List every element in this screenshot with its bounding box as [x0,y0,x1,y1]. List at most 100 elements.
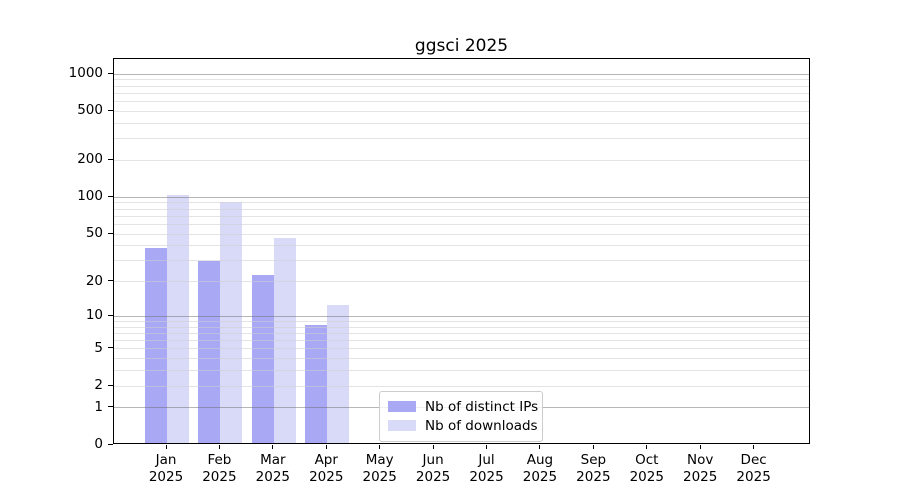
x-axis-year: 2025 [469,469,504,485]
gridline-major [114,73,809,75]
gridline-minor [114,320,809,322]
x-axis-month: May [365,452,394,468]
x-axis-tick-label: Jul 2025 [455,452,519,486]
y-axis-tick-label: 50 [85,225,103,242]
legend-swatch-distinct-ips [388,401,416,412]
gridline-minor [114,215,809,217]
x-axis-tick [592,445,594,449]
x-axis-year: 2025 [362,469,397,485]
x-axis-month: Apr [314,452,338,468]
y-axis-tick [108,384,113,386]
legend-item: Nb of downloads [388,416,538,435]
x-axis-tick-label: Feb 2025 [187,452,251,486]
x-axis-tick [432,445,434,449]
chart-title: ggsci 2025 [414,36,509,56]
y-axis-tick-label: 20 [85,272,103,289]
bar-distinct-ips [198,260,221,443]
x-axis-year: 2025 [202,469,237,485]
x-axis-tick-label: Nov 2025 [668,452,732,486]
x-axis-year: 2025 [415,469,451,485]
gridline-major [114,315,809,317]
x-axis-year: 2025 [683,469,718,485]
plot-area: Nb of distinct IPs Nb of downloads [113,58,810,444]
bar-downloads [167,195,189,443]
y-axis-tick-label: 0 [94,436,103,452]
x-axis-month: Sep [580,452,607,468]
x-axis-tick-label: Jun 2025 [401,452,465,486]
y-axis-tick-label: 1000 [68,65,103,82]
x-axis-month: Dec [740,452,767,468]
bar-distinct-ips [305,325,328,443]
y-axis-tick-label: 200 [77,151,103,168]
y-axis-tick [108,280,113,282]
x-axis-year: 2025 [522,469,558,485]
y-axis-tick-label: 10 [85,307,103,324]
x-axis-year: 2025 [309,469,344,485]
x-axis-tick [379,445,381,449]
gridline-minor [114,326,809,328]
gridline-minor [114,92,809,94]
x-axis-tick [218,445,220,449]
gridline-minor [114,101,809,103]
gridline-minor [114,202,809,204]
y-axis-tick-label: 2 [94,377,103,394]
y-axis-tick [108,232,113,234]
legend-label: Nb of distinct IPs [425,398,539,415]
y-axis-tick [108,109,113,111]
y-axis-tick [108,406,113,408]
x-axis-year: 2025 [255,469,290,485]
legend-item: Nb of distinct IPs [388,397,538,416]
x-axis-tick [165,445,167,449]
x-axis-tick-label: Aug 2025 [508,452,572,486]
gridline-major [114,196,809,198]
x-axis-tick-label: Mar 2025 [241,452,305,486]
gridline-minor [114,208,809,210]
x-axis-year: 2025 [736,469,771,485]
y-axis-tick [108,72,113,74]
x-axis-year: 2025 [148,469,184,485]
x-axis-tick-label: May 2025 [348,452,412,486]
gridline-minor [114,245,809,247]
x-axis-month: Feb [207,452,232,468]
gridline-minor [114,233,809,235]
bar-downloads [220,202,243,443]
gridline-minor [114,385,809,387]
x-axis-tick [272,445,274,449]
gridline-minor [114,122,809,124]
x-axis-tick-label: Jan 2025 [134,452,198,486]
y-axis-tick-label: 500 [77,102,103,119]
x-axis-year: 2025 [629,469,664,485]
y-axis-tick [108,314,113,316]
gridline-minor [114,281,809,283]
x-axis-tick [486,445,488,449]
x-axis-tick [753,445,755,449]
gridline-minor [114,159,809,161]
y-axis-tick [108,443,113,445]
gridline-minor [114,138,809,140]
y-axis-tick-label: 100 [77,188,103,205]
legend: Nb of distinct IPs Nb of downloads [379,391,543,442]
gridline-minor [114,79,809,81]
legend-label: Nb of downloads [425,417,538,434]
y-axis-tick [108,347,113,349]
gridline-minor [114,332,809,334]
x-axis-month: Jun [422,452,444,468]
y-axis-tick-label: 5 [94,339,103,356]
gridline-minor [114,110,809,112]
gridline-minor [114,370,809,372]
bar-distinct-ips [145,247,167,443]
legend-swatch-downloads [388,420,416,431]
bar-downloads [327,305,350,443]
x-axis-tick-label: Oct 2025 [615,452,679,486]
y-axis-tick-label: 1 [94,398,103,415]
gridline-minor [114,340,809,342]
x-axis-month: Oct [635,452,659,468]
x-axis-month: Mar [260,452,286,468]
x-axis-tick [325,445,327,449]
gridline-minor [114,85,809,87]
x-axis-tick [646,445,648,449]
x-axis-tick-label: Dec 2025 [722,452,786,486]
x-axis-tick [539,445,541,449]
x-axis-tick [699,445,701,449]
